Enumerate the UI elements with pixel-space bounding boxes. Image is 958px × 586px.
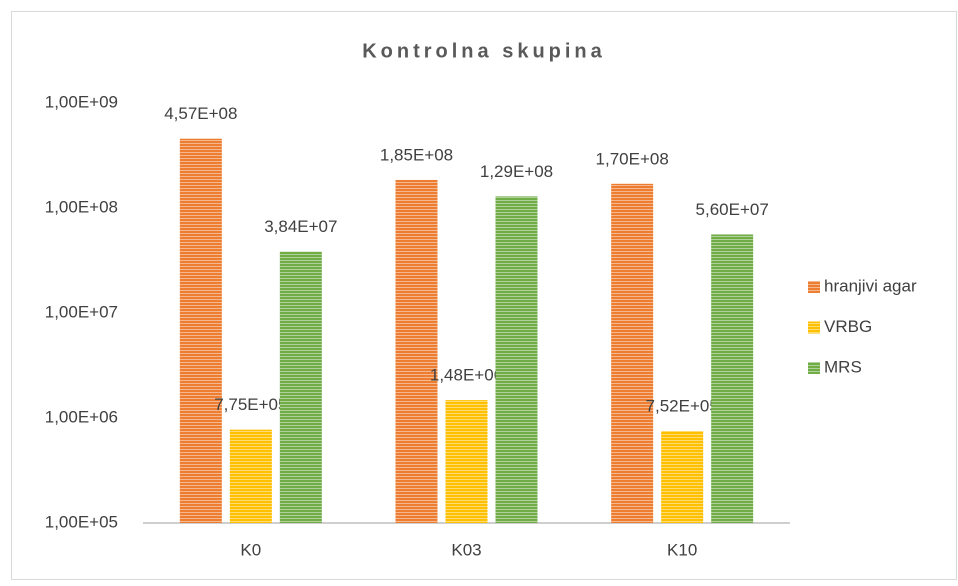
x-tick-label: K10 xyxy=(667,540,697,559)
y-tick-label: 1,00E+09 xyxy=(45,92,118,111)
x-tick-label: K0 xyxy=(240,540,261,559)
legend-swatch xyxy=(808,362,820,374)
bar xyxy=(445,400,488,523)
chart-title: Kontrolna skupina xyxy=(362,40,606,62)
value-label: 1,48E+06 xyxy=(430,366,503,385)
bar xyxy=(661,430,704,523)
bar xyxy=(711,234,754,524)
y-tick-label: 1,00E+08 xyxy=(45,197,118,216)
y-tick-label: 1,00E+07 xyxy=(45,302,118,321)
value-label: 5,60E+07 xyxy=(696,200,769,219)
value-label: 1,85E+08 xyxy=(380,145,453,164)
value-label: 1,29E+08 xyxy=(480,162,553,181)
legend-label: hranjivi agar xyxy=(824,276,917,295)
bar xyxy=(611,183,654,523)
value-label: 7,75E+05 xyxy=(214,395,287,414)
legend-swatch xyxy=(808,321,820,334)
legend-label: MRS xyxy=(824,357,862,376)
bar xyxy=(179,138,222,523)
value-label: 1,70E+08 xyxy=(596,149,669,168)
bar xyxy=(279,251,322,524)
legend-label: VRBG xyxy=(824,317,872,336)
y-tick-label: 1,00E+05 xyxy=(45,512,118,531)
y-tick-label: 1,00E+06 xyxy=(45,407,118,426)
value-label: 7,52E+05 xyxy=(646,396,719,415)
bar xyxy=(395,179,438,524)
bar xyxy=(495,196,538,524)
value-label: 4,57E+08 xyxy=(164,104,237,123)
value-label: 3,84E+07 xyxy=(264,217,337,236)
bar xyxy=(229,429,272,523)
legend-swatch xyxy=(808,281,820,293)
x-tick-label: K03 xyxy=(451,540,481,559)
